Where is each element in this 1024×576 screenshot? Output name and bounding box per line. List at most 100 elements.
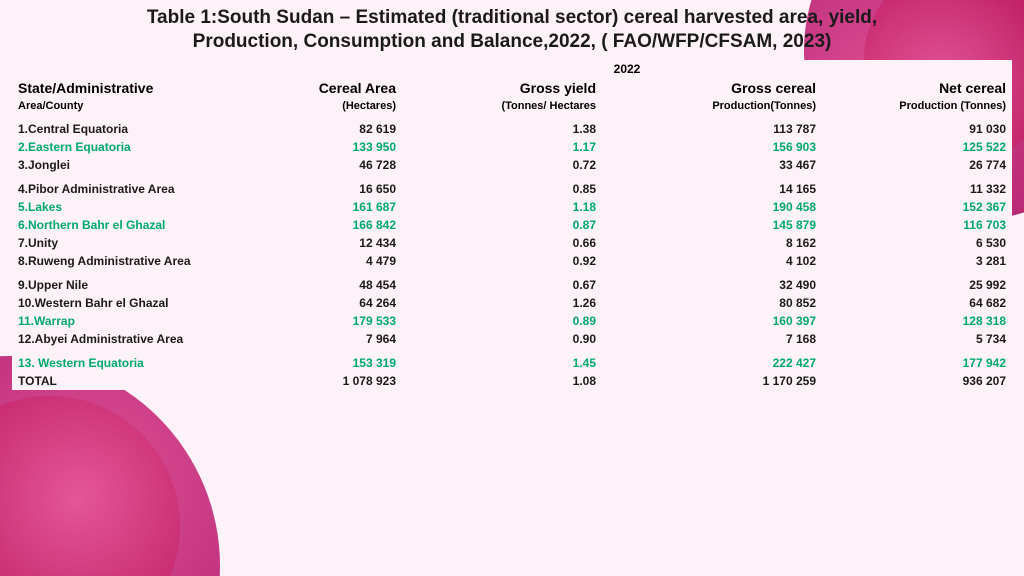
row-yield: 0.67	[402, 276, 602, 294]
table-row: 7.Unity12 4340.668 1626 530	[12, 234, 1012, 252]
total-area: 1 078 923	[242, 372, 402, 390]
table-row: 13. Western Equatoria153 3191.45222 4271…	[12, 354, 1012, 372]
row-area: 4 479	[242, 252, 402, 270]
row-area: 161 687	[242, 198, 402, 216]
total-row: TOTAL1 078 9231.081 170 259936 207	[12, 372, 1012, 390]
row-area: 166 842	[242, 216, 402, 234]
total-yield: 1.08	[402, 372, 602, 390]
row-yield: 1.38	[402, 120, 602, 138]
row-name: 7.Unity	[12, 234, 242, 252]
row-net: 6 530	[822, 234, 1012, 252]
row-yield: 0.92	[402, 252, 602, 270]
row-yield: 1.45	[402, 354, 602, 372]
table-row: 1.Central Equatoria82 6191.38113 78791 0…	[12, 120, 1012, 138]
header-labels-row: State/Administrative Cereal Area Gross y…	[12, 78, 1012, 98]
total-gross: 1 170 259	[602, 372, 822, 390]
col-unit-gross: Production(Tonnes)	[602, 98, 822, 114]
row-header-sub: Area/County	[12, 98, 242, 114]
header-year-row: 2022	[12, 60, 1012, 78]
header-units-row: Area/County (Hectares) (Tonnes/ Hectares…	[12, 98, 1012, 114]
col-header-yield: Gross yield	[402, 78, 602, 98]
row-yield: 0.89	[402, 312, 602, 330]
row-net: 3 281	[822, 252, 1012, 270]
row-name: 1.Central Equatoria	[12, 120, 242, 138]
row-area: 7 964	[242, 330, 402, 348]
row-yield: 0.72	[402, 156, 602, 174]
page-title: Table 1:South Sudan – Estimated (traditi…	[0, 0, 1024, 56]
table-row: 3.Jonglei46 7280.7233 46726 774	[12, 156, 1012, 174]
col-unit-area: (Hectares)	[242, 98, 402, 114]
row-area: 16 650	[242, 180, 402, 198]
col-header-gross: Gross cereal	[602, 78, 822, 98]
table-row: 12.Abyei Administrative Area7 9640.907 1…	[12, 330, 1012, 348]
row-gross: 7 168	[602, 330, 822, 348]
row-net: 5 734	[822, 330, 1012, 348]
row-gross: 113 787	[602, 120, 822, 138]
row-net: 152 367	[822, 198, 1012, 216]
table-row: 4.Pibor Administrative Area16 6500.8514 …	[12, 180, 1012, 198]
row-gross: 4 102	[602, 252, 822, 270]
title-line-2: Production, Consumption and Balance,2022…	[40, 30, 984, 54]
row-name: 2.Eastern Equatoria	[12, 138, 242, 156]
table-row: 9.Upper Nile48 4540.6732 49025 992	[12, 276, 1012, 294]
col-unit-yield: (Tonnes/ Hectares	[402, 98, 602, 114]
row-yield: 1.17	[402, 138, 602, 156]
row-name: 5.Lakes	[12, 198, 242, 216]
row-name: 10.Western Bahr el Ghazal	[12, 294, 242, 312]
table-row: 2.Eastern Equatoria133 9501.17156 903125…	[12, 138, 1012, 156]
cereal-table-wrap: 2022 State/Administrative Cereal Area Gr…	[12, 60, 1012, 390]
row-yield: 0.87	[402, 216, 602, 234]
table-row: 11.Warrap179 5330.89160 397128 318	[12, 312, 1012, 330]
title-line-1: Table 1:South Sudan – Estimated (traditi…	[40, 6, 984, 30]
row-header-main: State/Administrative	[12, 78, 242, 98]
row-name: 9.Upper Nile	[12, 276, 242, 294]
row-gross: 160 397	[602, 312, 822, 330]
total-net: 936 207	[822, 372, 1012, 390]
cereal-table-body: 1.Central Equatoria82 6191.38113 78791 0…	[12, 120, 1012, 390]
row-gross: 222 427	[602, 354, 822, 372]
row-gross: 32 490	[602, 276, 822, 294]
row-area: 12 434	[242, 234, 402, 252]
header-year: 2022	[242, 60, 1012, 78]
cereal-table: 2022 State/Administrative Cereal Area Gr…	[12, 60, 1012, 390]
row-gross: 8 162	[602, 234, 822, 252]
row-area: 179 533	[242, 312, 402, 330]
row-yield: 0.66	[402, 234, 602, 252]
row-name: 11.Warrap	[12, 312, 242, 330]
row-net: 116 703	[822, 216, 1012, 234]
row-gross: 80 852	[602, 294, 822, 312]
row-name: 13. Western Equatoria	[12, 354, 242, 372]
row-gross: 145 879	[602, 216, 822, 234]
row-yield: 1.18	[402, 198, 602, 216]
row-yield: 0.90	[402, 330, 602, 348]
table-row: 5.Lakes161 6871.18190 458152 367	[12, 198, 1012, 216]
table-row: 10.Western Bahr el Ghazal64 2641.2680 85…	[12, 294, 1012, 312]
row-name: 3.Jonglei	[12, 156, 242, 174]
row-gross: 33 467	[602, 156, 822, 174]
row-gross: 190 458	[602, 198, 822, 216]
row-name: 8.Ruweng Administrative Area	[12, 252, 242, 270]
row-name: 6.Northern Bahr el Ghazal	[12, 216, 242, 234]
col-header-area: Cereal Area	[242, 78, 402, 98]
row-yield: 1.26	[402, 294, 602, 312]
row-name: 12.Abyei Administrative Area	[12, 330, 242, 348]
row-area: 48 454	[242, 276, 402, 294]
row-net: 11 332	[822, 180, 1012, 198]
row-gross: 14 165	[602, 180, 822, 198]
row-net: 125 522	[822, 138, 1012, 156]
total-label: TOTAL	[12, 372, 242, 390]
col-header-net: Net cereal	[822, 78, 1012, 98]
row-area: 64 264	[242, 294, 402, 312]
row-net: 128 318	[822, 312, 1012, 330]
row-area: 46 728	[242, 156, 402, 174]
row-area: 153 319	[242, 354, 402, 372]
row-net: 26 774	[822, 156, 1012, 174]
row-area: 133 950	[242, 138, 402, 156]
row-name: 4.Pibor Administrative Area	[12, 180, 242, 198]
row-net: 64 682	[822, 294, 1012, 312]
row-net: 25 992	[822, 276, 1012, 294]
row-yield: 0.85	[402, 180, 602, 198]
col-unit-net: Production (Tonnes)	[822, 98, 1012, 114]
row-gross: 156 903	[602, 138, 822, 156]
table-row: 8.Ruweng Administrative Area4 4790.924 1…	[12, 252, 1012, 270]
